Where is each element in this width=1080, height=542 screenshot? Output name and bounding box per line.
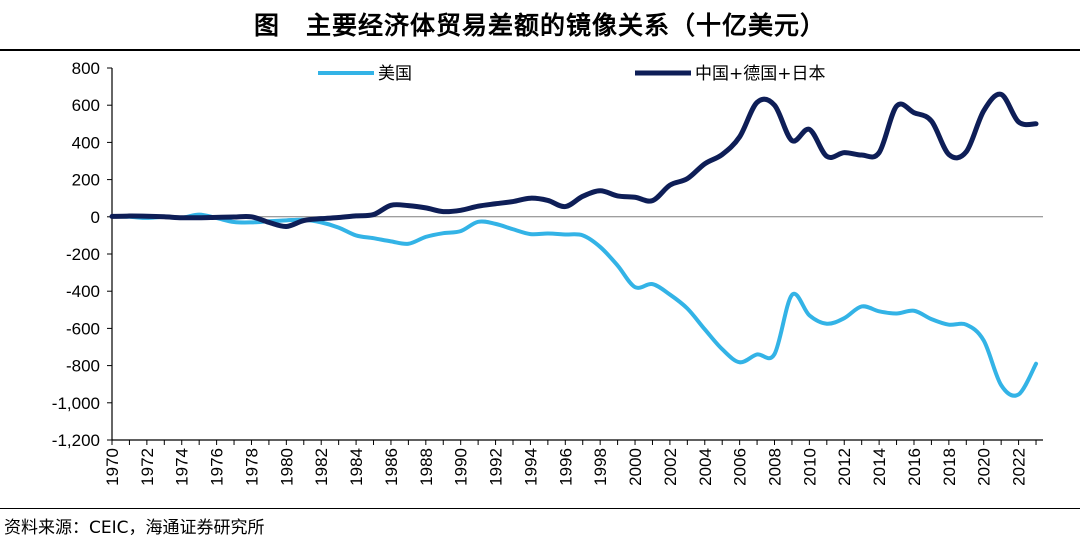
x-tick-label: 2004 — [696, 448, 715, 486]
x-tick-label: 1988 — [417, 448, 436, 486]
x-tick-label: 1984 — [347, 448, 366, 486]
x-tick-label: 2008 — [766, 448, 785, 486]
x-tick-label: 1970 — [103, 448, 122, 486]
x-tick-label: 2012 — [835, 448, 854, 486]
x-tick-label: 2002 — [661, 448, 680, 486]
x-tick-label: 2000 — [626, 448, 645, 486]
source-rule — [0, 508, 1080, 509]
y-tick-label: 400 — [72, 133, 100, 152]
y-tick-label: -600 — [66, 319, 100, 338]
x-tick-label: 2020 — [975, 448, 994, 486]
x-tick-label: 1996 — [556, 448, 575, 486]
y-tick-label: 200 — [72, 171, 100, 190]
y-tick-label: -800 — [66, 357, 100, 376]
y-tick-label: -1,200 — [52, 431, 100, 450]
chart-title: 图 主要经济体贸易差额的镜像关系（十亿美元） — [253, 11, 826, 40]
source-note: 资料来源：CEIC，海通证券研究所 — [4, 518, 265, 538]
y-tick-label: 0 — [91, 208, 100, 227]
x-tick-label: 1982 — [312, 448, 331, 486]
x-tick-label: 1986 — [382, 448, 401, 486]
legend-label-cn-de-jp: 中国+德国+日本 — [695, 64, 826, 84]
x-tick-label: 2018 — [940, 448, 959, 486]
x-tick-label: 2010 — [800, 448, 819, 486]
y-tick-label: -200 — [66, 245, 100, 264]
y-tick-label: -1,000 — [52, 394, 100, 413]
x-tick-label: 2022 — [1010, 448, 1029, 486]
title-rule — [0, 49, 1080, 51]
x-tick-label: 2014 — [870, 448, 889, 486]
x-tick-label: 2016 — [905, 448, 924, 486]
x-tick-label: 1994 — [521, 448, 540, 486]
legend-label-us: 美国 — [378, 64, 412, 84]
y-tick-label: 600 — [72, 96, 100, 115]
series-line-cn-de-jp — [109, 91, 1039, 229]
x-tick-label: 1998 — [591, 448, 610, 486]
x-tick-label: 1978 — [242, 448, 261, 486]
x-tick-label: 1974 — [173, 448, 192, 486]
y-tick-label: -400 — [66, 282, 100, 301]
x-tick-label: 1972 — [138, 448, 157, 486]
x-tick-label: 1980 — [277, 448, 296, 486]
x-tick-label: 1992 — [487, 448, 506, 486]
x-tick-label: 2006 — [731, 448, 750, 486]
x-tick-label: 1990 — [452, 448, 471, 486]
x-tick-label: 1976 — [208, 448, 227, 486]
series-line-us — [110, 212, 1039, 398]
y-tick-label: 800 — [72, 59, 100, 78]
